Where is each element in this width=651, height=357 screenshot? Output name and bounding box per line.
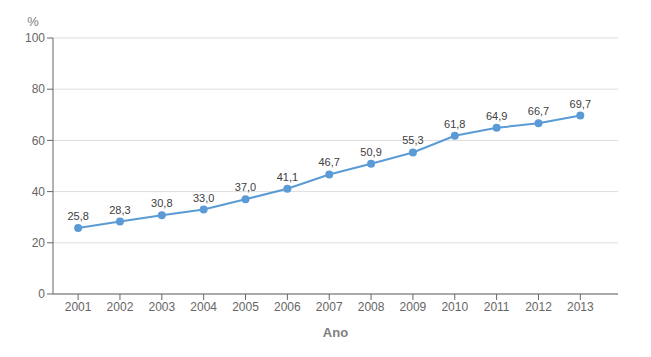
svg-text:2005: 2005 [232,300,259,314]
svg-text:2006: 2006 [274,300,301,314]
svg-text:Ano: Ano [323,325,348,340]
svg-text:20: 20 [32,236,46,250]
svg-text:2013: 2013 [567,300,594,314]
svg-text:80: 80 [32,82,46,96]
svg-text:100: 100 [25,31,45,45]
svg-text:2009: 2009 [400,300,427,314]
svg-text:60: 60 [32,134,46,148]
svg-text:69,7: 69,7 [570,98,591,110]
svg-text:28,3: 28,3 [109,204,130,216]
svg-text:2010: 2010 [441,300,468,314]
svg-text:66,7: 66,7 [528,105,549,117]
svg-text:0: 0 [38,287,45,301]
svg-text:2004: 2004 [190,300,217,314]
svg-text:2011: 2011 [484,300,510,314]
svg-text:64,9: 64,9 [486,110,507,122]
svg-text:2003: 2003 [148,300,175,314]
svg-text:33,0: 33,0 [193,192,214,204]
svg-text:2002: 2002 [107,300,134,314]
svg-text:37,0: 37,0 [235,181,256,193]
svg-text:50,9: 50,9 [360,146,381,158]
svg-text:30,8: 30,8 [151,197,172,209]
svg-text:41,1: 41,1 [277,171,298,183]
svg-text:%: % [27,14,39,29]
svg-text:40: 40 [32,185,46,199]
svg-text:25,8: 25,8 [67,210,88,222]
svg-text:2001: 2001 [65,300,92,314]
svg-text:2007: 2007 [316,300,343,314]
svg-text:61,8: 61,8 [444,118,465,130]
svg-text:46,7: 46,7 [319,156,340,168]
svg-text:2012: 2012 [525,300,552,314]
svg-text:55,3: 55,3 [402,134,423,146]
svg-text:2008: 2008 [358,300,385,314]
